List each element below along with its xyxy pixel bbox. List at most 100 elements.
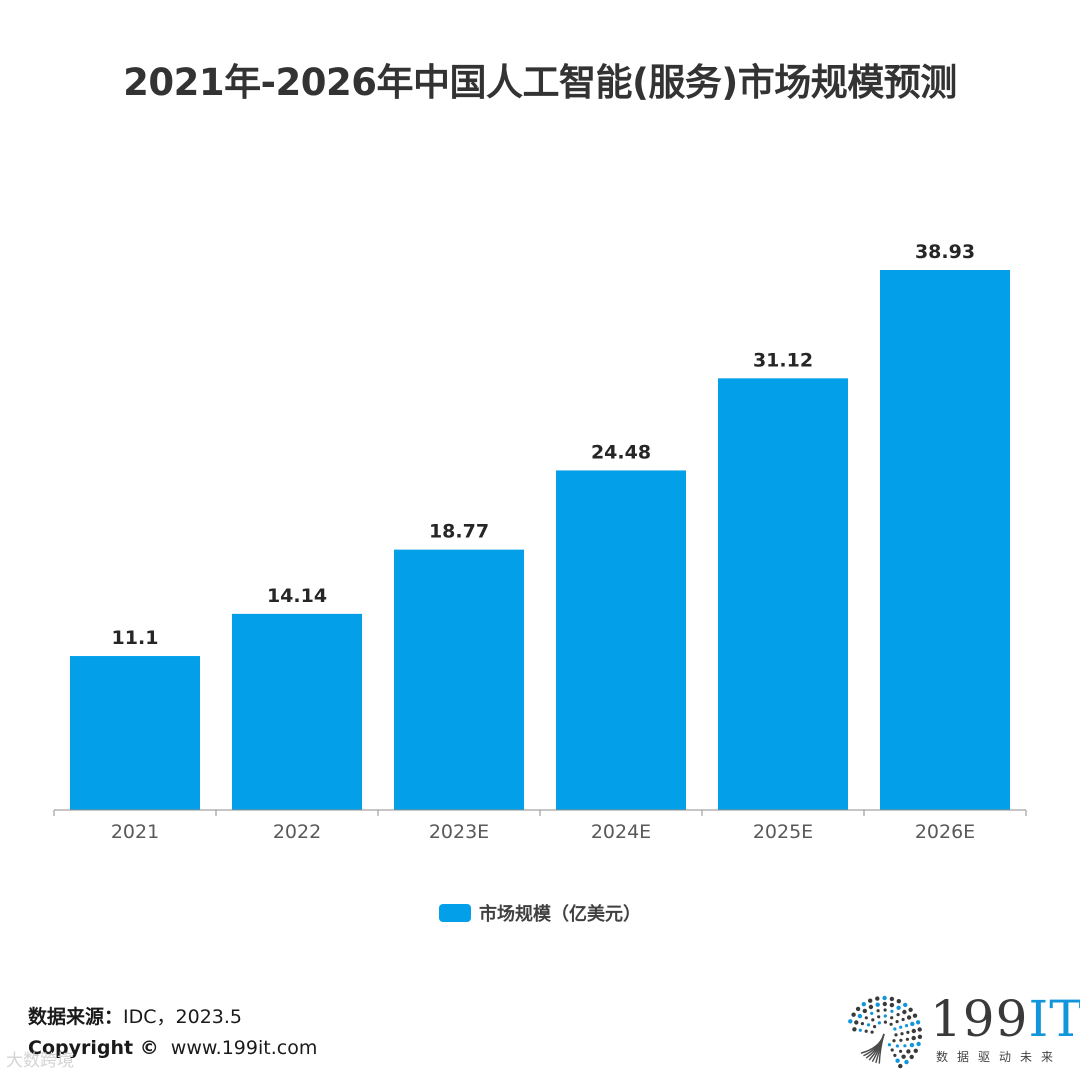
- logo-dot: [900, 1032, 904, 1036]
- logo-dot: [883, 1020, 887, 1024]
- logo-dot: [899, 1049, 903, 1053]
- logo-dot: [890, 1048, 894, 1052]
- logo-dot: [882, 1001, 887, 1007]
- logo-stem: [860, 1033, 885, 1054]
- logo-dot: [895, 1058, 900, 1063]
- logo-dot: [893, 1053, 897, 1057]
- logo-dot: [911, 1035, 916, 1041]
- logo-dot: [857, 1013, 863, 1019]
- source-label: 数据来源：: [28, 1006, 124, 1028]
- logo-dot: [917, 1034, 923, 1039]
- logo-dot: [910, 1021, 915, 1027]
- logo-dot: [917, 1027, 922, 1032]
- logo-dot: [899, 1025, 903, 1029]
- logo-wordmark: 199IT: [930, 990, 1080, 1048]
- logo-dot: [909, 1042, 915, 1048]
- logo-dot: [911, 1028, 916, 1034]
- logo-dot: [852, 1027, 857, 1032]
- logo-dot: [913, 1048, 918, 1053]
- logo-dot: [887, 1043, 891, 1047]
- logo-dot: [896, 1005, 901, 1010]
- logo-dot: [896, 1013, 900, 1017]
- logo-dot: [893, 1027, 897, 1031]
- bar-2024E: [556, 470, 686, 810]
- x-tick-label-2022: 2022: [273, 821, 321, 843]
- watermark: 大数跨境: [6, 1051, 74, 1071]
- logo-dot: [854, 1020, 859, 1025]
- logo-dot: [871, 1018, 875, 1022]
- logo-dot: [906, 1030, 910, 1034]
- logo-dot: [894, 1033, 898, 1037]
- logo-dot: [912, 1013, 918, 1018]
- legend-swatch: [439, 904, 471, 922]
- logo-dot: [870, 1011, 874, 1015]
- logo-dot: [861, 1002, 866, 1007]
- logo-dot: [901, 1017, 905, 1022]
- logo-dot: [906, 1049, 911, 1054]
- logo-dot: [915, 1020, 921, 1025]
- bars-group: [70, 270, 1010, 810]
- source-note: 数据来源：IDC，2023.5: [28, 1002, 242, 1029]
- x-tick-label-2024E: 2024E: [591, 821, 651, 843]
- logo-dot: [882, 995, 887, 1001]
- logo-dot: [873, 1025, 877, 1029]
- logo-dot: [898, 1063, 903, 1069]
- logo-dot: [903, 1044, 907, 1048]
- x-tick-label-2026E: 2026E: [915, 821, 975, 843]
- logo-dot: [883, 1008, 887, 1012]
- logo-dot: [901, 1054, 906, 1059]
- data-labels-group: 11.1 14.14 18.77 24.48 31.12 38.93: [112, 241, 976, 649]
- logo-dot: [866, 1023, 871, 1027]
- data-label-2022: 14.14: [267, 585, 327, 607]
- logo-dot: [895, 1044, 899, 1048]
- logo-dot: [890, 1016, 894, 1020]
- logo-dot: [892, 1039, 896, 1043]
- legend: 市场规模（亿美元）: [0, 900, 1080, 926]
- logo-dot: [909, 1054, 914, 1060]
- chart-title: 2021年-2026年中国人工智能(服务)市场规模预测: [123, 61, 957, 104]
- logo-dot: [864, 1016, 868, 1020]
- logo-dot: [862, 1008, 867, 1014]
- logo-dot: [876, 1009, 880, 1013]
- bar-2021: [70, 656, 200, 810]
- logo-dot: [855, 1006, 861, 1012]
- logo-dot: [868, 998, 873, 1003]
- data-label-2026E: 38.93: [915, 241, 975, 263]
- x-axis: 2021 2022 2023E 2024E 2025E 2026E: [53, 809, 1027, 843]
- logo-dot: [905, 1037, 909, 1041]
- 199it-logo: 199IT 数据驱动未来: [848, 990, 1080, 1070]
- logo-dot: [870, 1030, 874, 1034]
- logo-dot: [896, 999, 901, 1004]
- data-label-2021: 11.1: [112, 627, 159, 649]
- logo-dot: [875, 1002, 880, 1007]
- logo-dot: [860, 1022, 864, 1026]
- logo-dot: [877, 1021, 881, 1025]
- source-value: IDC，2023.5: [123, 1006, 242, 1028]
- logo-it: IT: [1028, 990, 1080, 1048]
- data-label-2024E: 24.48: [591, 441, 651, 463]
- logo-dot: [890, 1009, 894, 1013]
- logo-dot: [889, 1022, 893, 1026]
- bar-2022: [232, 613, 362, 810]
- logo-dot: [868, 1004, 874, 1010]
- logo-dot: [903, 1002, 908, 1008]
- x-tick-label-2021: 2021: [111, 821, 159, 843]
- logo-dot: [851, 1012, 856, 1017]
- logo-dot: [916, 1041, 921, 1047]
- logo-dot: [875, 996, 880, 1001]
- logo-tagline: 数据驱动未来: [936, 1050, 1063, 1064]
- logo-dot: [848, 1019, 853, 1024]
- logo-dot: [858, 1028, 862, 1032]
- data-label-2023E: 18.77: [429, 521, 489, 543]
- x-tick-label-2023E: 2023E: [429, 821, 489, 843]
- logo-dot: [904, 1024, 909, 1028]
- bar-2023E: [394, 549, 524, 810]
- logo-dot: [883, 1014, 887, 1018]
- bar-2025E: [718, 378, 848, 810]
- logo-dot: [908, 1007, 913, 1012]
- bar-2026E: [880, 270, 1010, 810]
- dandelion-logo-icon: [848, 995, 923, 1069]
- copyright-url: www.199it.com: [170, 1037, 318, 1059]
- logo-dot: [895, 1020, 899, 1024]
